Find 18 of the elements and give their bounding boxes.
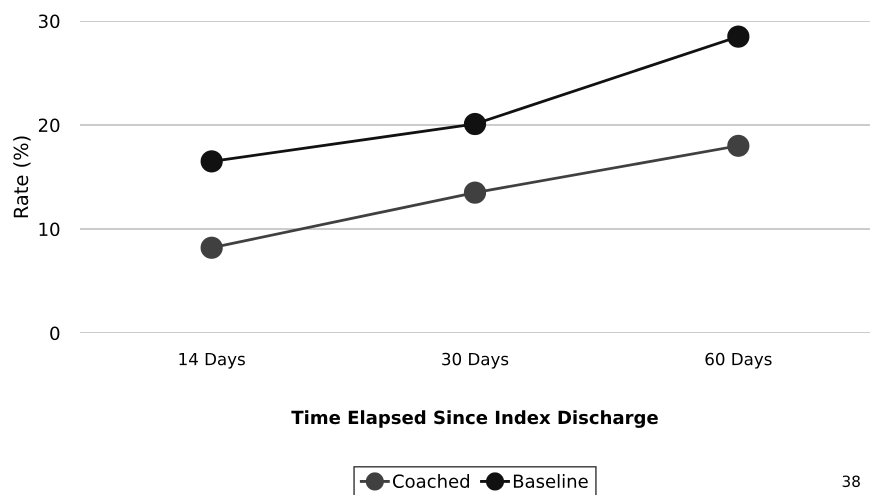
legend-label: Coached [392,474,469,488]
x-tick-label: 60 Days [705,352,772,369]
x-tick-label: 30 Days [442,352,508,369]
x-axis-title: Time Elapsed Since Index Discharge [291,410,658,428]
text: 38 [842,476,860,488]
y-tick-label: 0 [50,326,60,340]
point [464,112,486,136]
point [727,25,750,48]
point [727,134,750,157]
x-tick-label: 14 Days [179,352,245,369]
y-tick-label: 10 [40,222,60,236]
y-tick-label: 30 [38,14,60,28]
y-axis-title: Rate (%) [13,136,31,218]
y-tick-label: 20 [38,118,60,132]
point [200,150,223,173]
legend-label: Baseline [514,474,588,488]
point [200,236,223,259]
point [464,181,486,204]
